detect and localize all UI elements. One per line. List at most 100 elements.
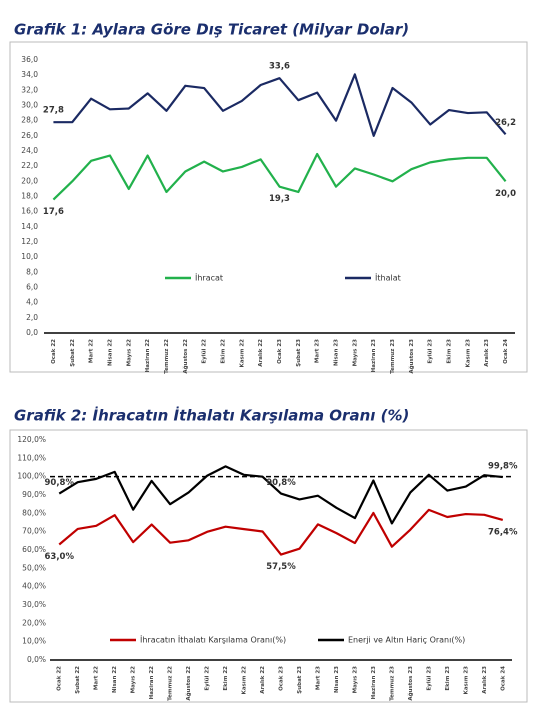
- x-tick-label: Nisan 23: [334, 666, 340, 693]
- x-tick-label: Temmuz 23: [389, 666, 395, 701]
- x-tick-label: Ocak 23: [277, 339, 283, 364]
- legend-label: İthalat: [375, 273, 401, 283]
- y-tick-label: 90,0%: [22, 490, 46, 499]
- x-tick-label: Haziran 23: [371, 666, 377, 699]
- x-tick-label: Mart 23: [315, 666, 321, 690]
- y-tick-label: 100,0%: [17, 472, 46, 481]
- y-tick-label: 6,0: [26, 283, 38, 292]
- x-tick-label: Kasım 23: [465, 339, 471, 368]
- value-label: 63,0%: [44, 552, 74, 562]
- x-tick-label: Mart 23: [315, 339, 321, 363]
- series-line: [53, 73, 507, 137]
- x-tick-label: Ocak 22: [57, 666, 63, 691]
- x-tick-label: Mayıs 23: [352, 339, 358, 367]
- y-tick-label: 0,0%: [27, 655, 46, 664]
- y-tick-label: 32,0: [21, 85, 38, 94]
- value-label: 99,8%: [488, 462, 518, 472]
- chart-title: Grafik 1: Aylara Göre Dış Ticaret (Milya…: [14, 21, 409, 39]
- chart-frame: [9, 429, 528, 703]
- y-tick-label: 110,0%: [17, 453, 46, 462]
- y-tick-label: 60,0%: [22, 545, 46, 554]
- x-tick-label: Eylül 22: [205, 666, 211, 691]
- y-tick-label: 20,0%: [22, 618, 46, 627]
- x-tick-label: Temmuz 22: [164, 339, 170, 374]
- x-tick-label: Aralık 23: [482, 666, 488, 694]
- y-tick-label: 22,0: [21, 161, 38, 170]
- x-tick-label: Eylül 23: [428, 339, 434, 364]
- x-tick-label: Ekim 22: [223, 666, 229, 691]
- y-tick-label: 14,0: [21, 222, 38, 231]
- value-label: 27,8: [43, 106, 64, 116]
- x-tick-label: Haziran 23: [371, 339, 377, 372]
- x-tick-label: Şubat 22: [70, 339, 76, 367]
- y-tick-label: 70,0%: [22, 527, 46, 536]
- series-line: [58, 508, 504, 556]
- x-tick-label: Ağustos 23: [409, 339, 415, 374]
- y-tick-label: 28,0: [21, 116, 38, 125]
- x-tick-label: Aralık 22: [260, 666, 266, 694]
- y-tick-label: 36,0: [21, 55, 38, 64]
- x-tick-label: Haziran 22: [145, 339, 151, 372]
- y-tick-label: 10,0%: [22, 637, 46, 646]
- x-tick-label: Haziran 22: [149, 666, 155, 699]
- value-label: 90,8%: [44, 478, 74, 488]
- y-tick-label: 0,0: [26, 328, 38, 337]
- x-tick-label: Ocak 22: [51, 339, 57, 364]
- x-tick-label: Nisan 22: [112, 666, 118, 693]
- x-tick-label: Mayıs 22: [131, 666, 137, 694]
- x-tick-label: Ağustos 22: [183, 339, 189, 374]
- x-tick-label: Nisan 22: [107, 339, 113, 366]
- legend-label: İhracat: [195, 273, 223, 283]
- y-tick-label: 24,0: [21, 146, 38, 155]
- y-tick-label: 8,0: [26, 267, 38, 276]
- y-tick-label: 30,0%: [22, 600, 46, 609]
- y-tick-label: 50,0%: [22, 563, 46, 572]
- x-tick-label: Mayıs 22: [126, 339, 132, 367]
- x-tick-label: Mayıs 23: [352, 666, 358, 694]
- y-tick-label: 16,0: [21, 207, 38, 216]
- chart-frame: [9, 41, 528, 373]
- x-tick-label: Kasım 22: [239, 339, 245, 368]
- x-tick-label: Kasım 22: [242, 666, 248, 695]
- x-tick-label: Ekim 23: [445, 666, 451, 691]
- value-label: 26,2: [495, 118, 516, 128]
- chart-title: Grafik 2: İhracatın İthalatı Karşılama O…: [14, 406, 409, 425]
- series-line: [52, 152, 507, 201]
- x-tick-label: Temmuz 23: [390, 339, 396, 374]
- value-label: 17,6: [43, 207, 64, 217]
- value-label: 19,3: [269, 194, 290, 204]
- value-label: 76,4%: [488, 527, 518, 537]
- x-tick-label: Kasım 23: [463, 666, 469, 695]
- y-tick-label: 20,0: [21, 176, 38, 185]
- value-label: 33,6: [269, 62, 290, 72]
- x-tick-label: Mart 22: [89, 339, 95, 363]
- x-tick-label: Temmuz 22: [168, 666, 174, 701]
- value-label: 57,5%: [266, 562, 296, 572]
- y-tick-label: 18,0: [21, 192, 38, 201]
- y-tick-label: 26,0: [21, 131, 38, 140]
- value-label: 90,8%: [266, 478, 296, 488]
- legend-label: İhracatın İthalatı Karşılama Oranı(%): [140, 635, 286, 645]
- x-tick-label: Ocak 24: [500, 666, 506, 691]
- x-tick-label: Eylül 23: [426, 666, 432, 691]
- value-label: 20,0: [495, 189, 516, 199]
- x-tick-label: Şubat 23: [296, 339, 302, 367]
- x-tick-label: Şubat 23: [297, 666, 303, 694]
- legend-label: Enerji ve Altın Hariç Oranı(%): [348, 636, 465, 645]
- y-tick-label: 120,0%: [17, 435, 46, 444]
- x-tick-label: Mart 22: [94, 666, 100, 690]
- x-tick-label: Ocak 24: [503, 339, 509, 364]
- y-tick-label: 10,0: [21, 252, 38, 261]
- series-line: [58, 465, 503, 525]
- x-tick-label: Aralık 22: [258, 339, 264, 367]
- x-tick-label: Nisan 23: [334, 339, 340, 366]
- x-tick-label: Ocak 23: [279, 666, 285, 691]
- x-tick-label: Ağustos 22: [186, 666, 192, 701]
- y-tick-label: 12,0: [21, 237, 38, 246]
- y-tick-label: 40,0%: [22, 582, 46, 591]
- y-tick-label: 80,0%: [22, 508, 46, 517]
- y-tick-label: 4,0: [26, 298, 38, 307]
- x-tick-label: Ekim 22: [220, 339, 226, 364]
